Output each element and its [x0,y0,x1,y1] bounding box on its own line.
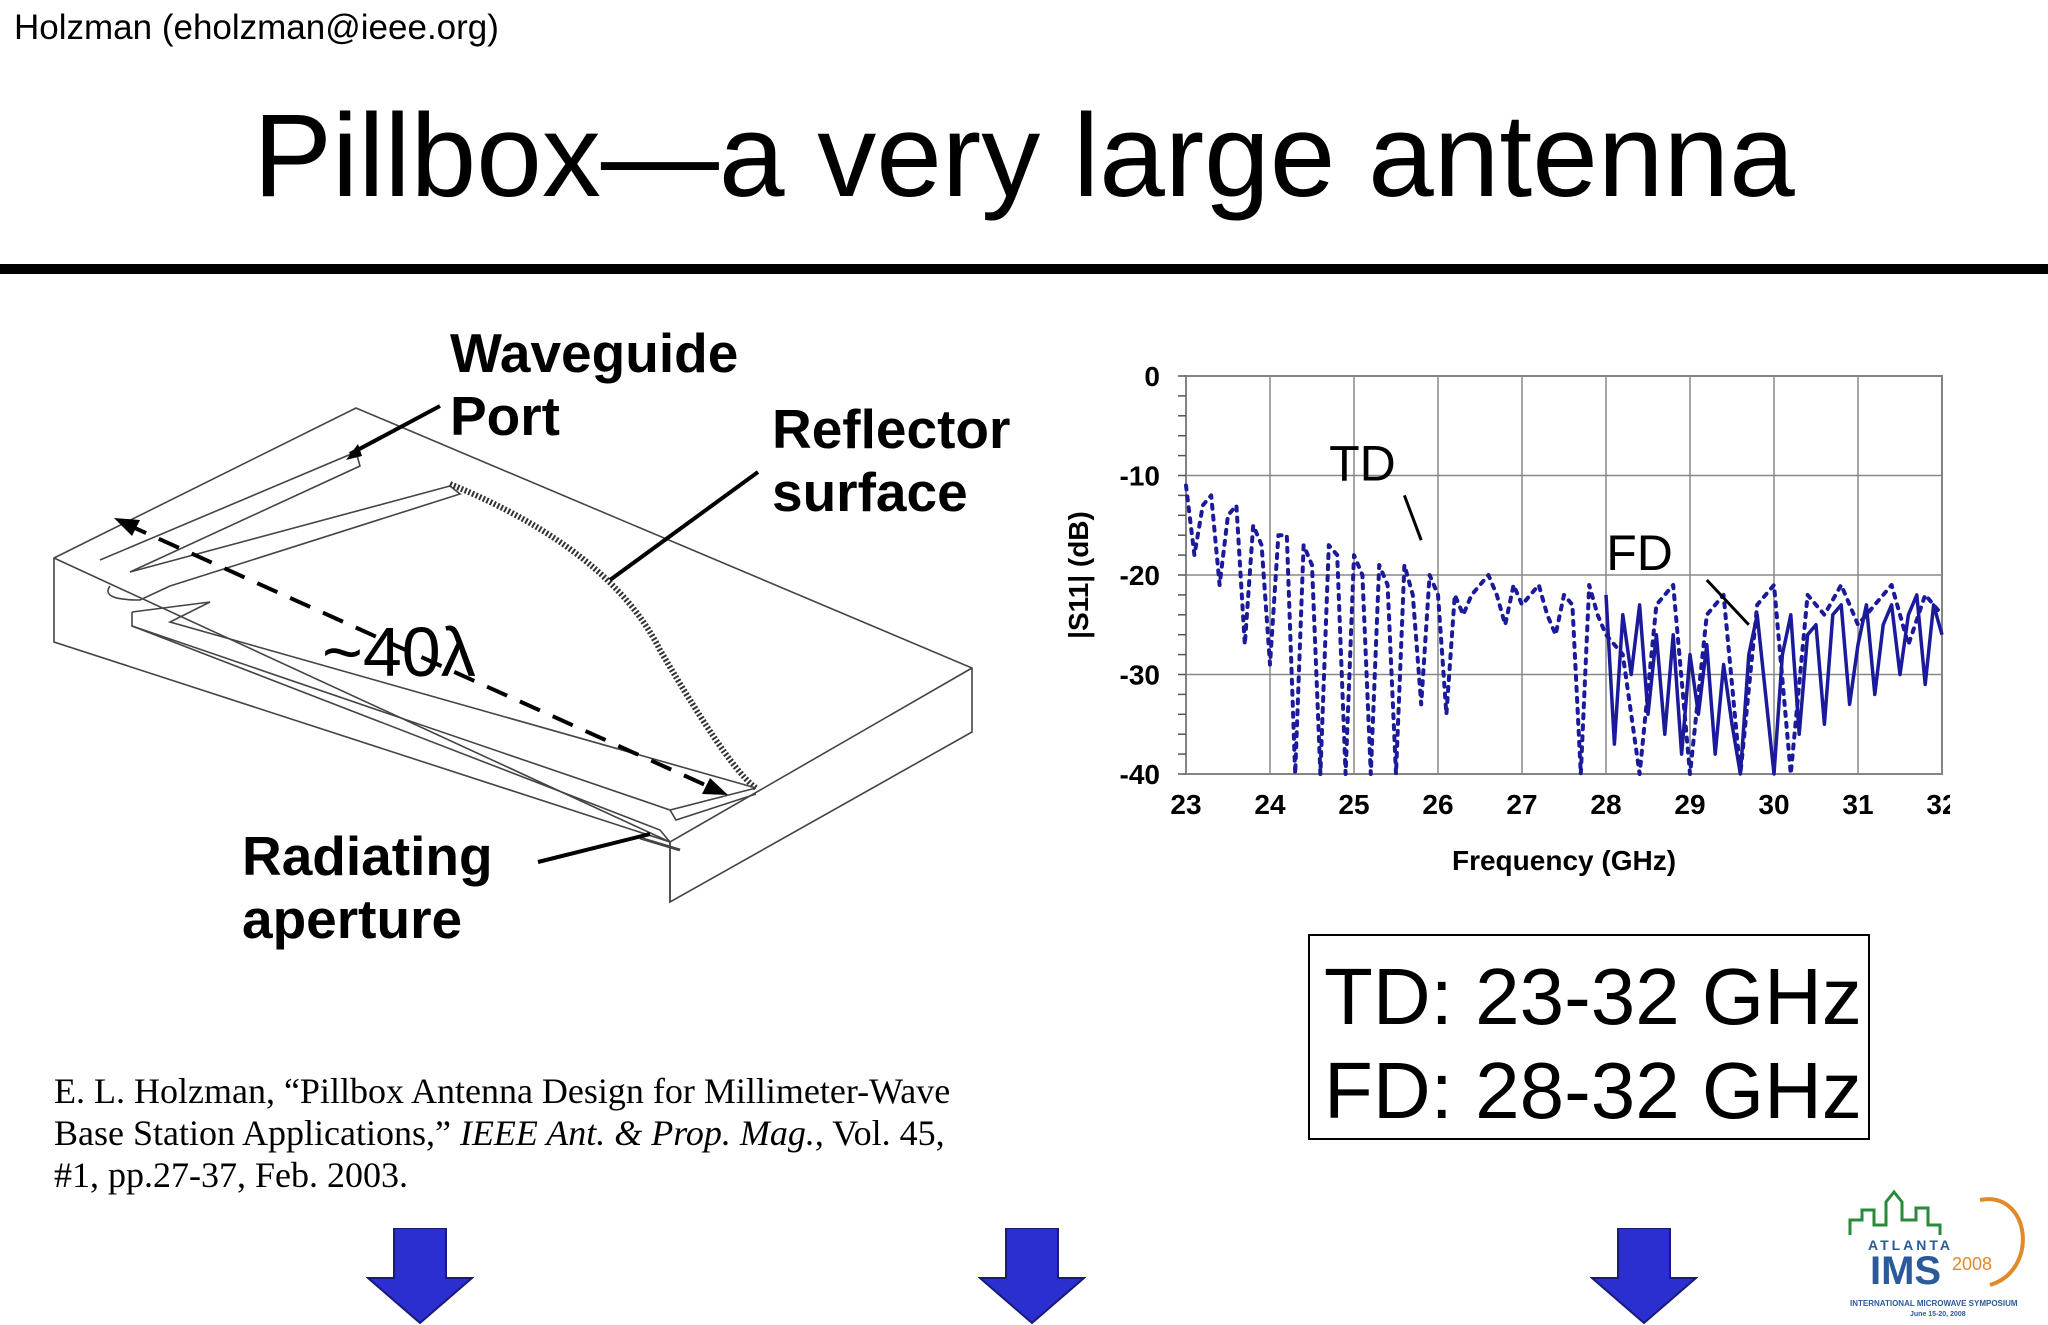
pillbox-antenna-drawing [53,404,973,904]
down-arrow-icon [978,1228,1086,1324]
down-arrow-icon [1590,1228,1698,1324]
citation-details: , Vol. 45, #1, pp.27-37, Feb. 2003. [54,1113,945,1195]
ims-2008-logo: ATLANTA IMS 2008 INTERNATIONAL MICROWAVE… [1848,1189,2025,1318]
series-line-fd [1604,593,1944,776]
box-outline [53,407,973,904]
frequency-range-box: TD: 23-32 GHz FD: 28-32 GHz [1308,934,1870,1140]
radiating-aperture-label: Radiating aperture [242,825,493,950]
citation-text: E. L. Holzman, “Pillbox Antenna Design f… [54,1071,951,1153]
citation: E. L. Holzman, “Pillbox Antenna Design f… [54,1070,954,1196]
chart-y-axis-label: |S11| (dB) [1063,511,1094,639]
down-arrow-icon [366,1228,474,1324]
y-tick-label: -20 [1120,560,1160,591]
x-tick-label: 30 [1758,789,1789,820]
box-front-edges [53,557,973,843]
svg-text:ATLANTA: ATLANTA [1868,1237,1953,1253]
annotation-leader [1402,494,1423,541]
reflector-surface-label: Reflector surface [772,398,1011,523]
fd-range: FD: 28-32 GHz [1324,1046,1862,1135]
annotation-td: TD [1329,435,1396,491]
x-tick-label: 24 [1254,789,1286,820]
reflector-leader [608,470,760,582]
x-tick-label: 27 [1506,789,1537,820]
y-tick-label: -30 [1120,660,1160,691]
x-tick-label: 25 [1338,789,1369,820]
slide-title: Pillbox—a very large antenna [253,90,1795,222]
title-divider [0,264,2048,274]
waveguide-port-label: Waveguide Port [450,322,739,447]
upper-plate-edge [99,450,361,573]
svg-text:June 15-20, 2008: June 15-20, 2008 [1910,1311,1966,1318]
chart-x-axis-label: Frequency (GHz) [1452,845,1676,876]
series-line-td [1184,483,1944,776]
svg-text:2008: 2008 [1952,1254,1992,1274]
annotation-fd: FD [1606,525,1673,581]
x-tick-label: 23 [1170,789,1201,820]
aperture-leader [537,832,651,864]
x-tick-label: 32 [1926,789,1950,820]
y-tick-label: -10 [1120,461,1160,492]
x-tick-label: 29 [1674,789,1705,820]
citation-journal: IEEE Ant. & Prop. Mag. [459,1113,815,1153]
annotation-leader [1705,578,1750,626]
svg-text:INTERNATIONAL MICROWAVE SYMPOS: INTERNATIONAL MICROWAVE SYMPOSIUM [1850,1299,2018,1308]
x-tick-label: 28 [1590,789,1621,820]
y-tick-label: 0 [1144,361,1160,392]
waveguide-leader [349,404,441,456]
author-credit: Holzman (eholzman@ieee.org) [14,8,499,47]
svg-text:IMS: IMS [1870,1249,1941,1293]
x-tick-label: 31 [1842,789,1873,820]
y-tick-label: -40 [1120,759,1160,790]
s11-chart: 23 24 25 26 27 28 29 30 31 32 0 -10 -20 -30 -40 TD FD F… [1063,361,1950,876]
size-wavelength-label: ~40λ [322,613,476,691]
reflector-curve [448,481,758,791]
td-range: TD: 23-32 GHz [1324,952,1862,1041]
x-tick-label: 26 [1422,789,1453,820]
